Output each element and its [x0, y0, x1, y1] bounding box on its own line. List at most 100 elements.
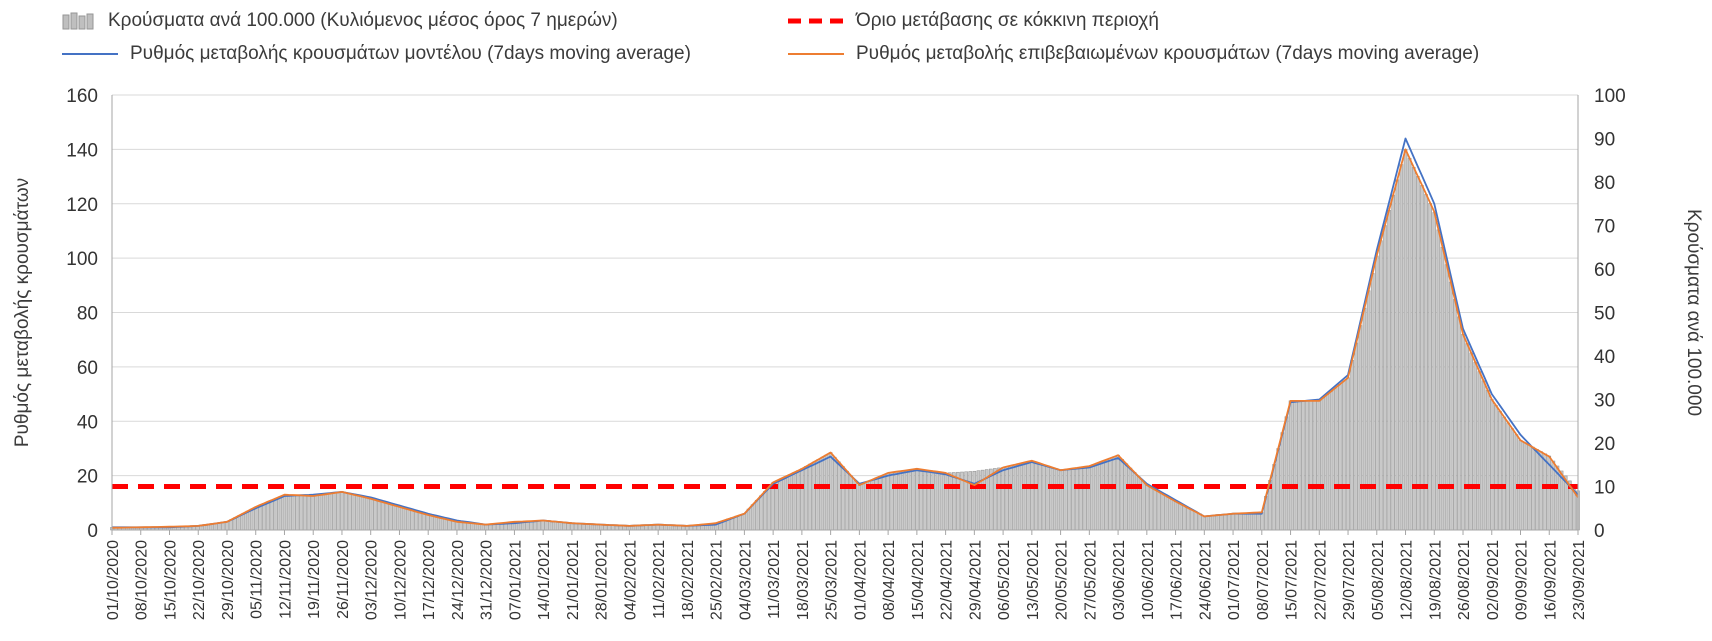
daily-case-bar: [430, 515, 435, 531]
daily-case-bar: [997, 467, 1001, 531]
daily-case-bar: [1075, 467, 1079, 531]
daily-case-bar: [241, 512, 246, 531]
right-axis-tick-label: 60: [1594, 260, 1615, 281]
daily-case-bar: [278, 496, 283, 531]
daily-case-bar: [315, 494, 320, 531]
daily-case-bar: [414, 511, 418, 531]
daily-case-bar: [422, 513, 426, 531]
x-axis-date-label: 15/07/2021: [1284, 540, 1301, 620]
daily-case-bar: [1403, 149, 1408, 531]
daily-case-bar: [286, 494, 291, 531]
daily-case-bar: [561, 521, 566, 531]
x-axis-date-label: 16/09/2021: [1542, 540, 1559, 620]
daily-case-bar: [1030, 460, 1034, 531]
daily-case-bar: [389, 504, 394, 531]
daily-case-bar: [1292, 400, 1297, 531]
daily-case-bar: [1116, 454, 1120, 531]
daily-case-bar: [348, 493, 352, 531]
daily-case-bar: [1227, 513, 1231, 531]
daily-case-bar: [1547, 455, 1552, 531]
daily-case-bar: [1190, 509, 1194, 531]
daily-case-bar: [1009, 465, 1014, 531]
daily-case-bar: [1124, 463, 1129, 531]
daily-case-bar: [1296, 400, 1301, 531]
daily-case-bar: [1272, 464, 1276, 531]
right-axis-tick-label: 20: [1594, 434, 1615, 455]
daily-case-bar: [1358, 325, 1363, 531]
daily-case-bar: [541, 520, 545, 531]
daily-case-bar: [1346, 377, 1350, 531]
x-axis-date-label: 12/11/2020: [277, 540, 294, 619]
daily-case-bar: [1173, 500, 1178, 531]
daily-case-bar: [1132, 472, 1137, 531]
daily-case-bar: [274, 497, 279, 531]
daily-case-bar: [1050, 467, 1055, 531]
daily-case-bar: [1260, 511, 1264, 531]
daily-case-bar: [1465, 343, 1469, 531]
left-axis-tick-label: 60: [77, 358, 98, 379]
right-axis-tick-label: 80: [1594, 173, 1615, 194]
daily-case-bar: [1181, 505, 1186, 531]
daily-case-bar: [902, 470, 907, 531]
daily-case-bar: [820, 456, 825, 531]
daily-case-bar: [393, 505, 398, 531]
daily-case-bar: [451, 520, 455, 531]
daily-case-bar: [1379, 240, 1383, 531]
daily-case-bar: [409, 510, 414, 531]
daily-case-bar: [972, 470, 977, 531]
daily-case-bar: [545, 520, 550, 531]
daily-case-bar: [1477, 371, 1482, 531]
daily-case-bar: [1021, 462, 1026, 531]
daily-case-bar: [1186, 507, 1190, 531]
daily-case-bar: [1481, 380, 1486, 531]
daily-case-bar: [1169, 498, 1174, 531]
daily-case-bar: [1502, 416, 1506, 531]
daily-case-bar: [385, 503, 389, 531]
daily-case-bar: [1017, 463, 1022, 531]
daily-case-bar: [1103, 459, 1108, 531]
x-axis-date-label: 18/02/2021: [680, 540, 697, 620]
left-axis-tick-label: 40: [77, 412, 98, 433]
daily-case-bar: [426, 514, 430, 531]
daily-case-bar: [368, 498, 373, 531]
x-axis-date-label: 06/05/2021: [996, 540, 1013, 620]
daily-case-bar: [1071, 467, 1075, 531]
threshold-line-swatch-icon: [788, 18, 844, 24]
daily-case-bar: [1498, 410, 1502, 531]
x-axis-date-label: 28/01/2021: [594, 540, 611, 620]
daily-case-bar: [1387, 209, 1391, 531]
daily-case-bar: [1025, 461, 1030, 531]
daily-case-bar: [1317, 400, 1322, 531]
daily-case-bar: [738, 514, 743, 531]
daily-case-bar: [1407, 158, 1412, 531]
daily-case-bar: [1194, 511, 1198, 531]
daily-case-bar: [1165, 496, 1170, 531]
daily-case-bar: [352, 494, 357, 531]
daily-case-bar: [1543, 453, 1547, 531]
x-axis-date-label: 04/03/2021: [737, 540, 754, 620]
daily-case-bar: [939, 472, 944, 531]
model-line-swatch-icon: [62, 53, 118, 55]
daily-case-bar: [323, 493, 328, 531]
daily-case-bar: [1005, 466, 1010, 531]
daily-case-bar: [459, 521, 463, 531]
daily-case-bar: [993, 468, 997, 531]
daily-case-bar: [258, 504, 262, 531]
daily-case-bar: [1231, 513, 1235, 531]
daily-case-bar: [1539, 451, 1543, 531]
daily-case-bar: [377, 500, 381, 531]
daily-case-bar: [1161, 494, 1166, 531]
daily-case-bar: [1395, 179, 1400, 531]
daily-case-bar: [1391, 194, 1396, 531]
daily-case-bar: [1054, 468, 1059, 531]
daily-case-bar: [1218, 514, 1223, 531]
x-axis-date-label: 31/12/2020: [479, 540, 496, 620]
daily-case-bar: [1366, 290, 1371, 531]
daily-case-bar: [800, 468, 804, 531]
right-axis-tick-label: 40: [1594, 347, 1615, 368]
x-axis-date-label: 01/07/2021: [1226, 540, 1243, 620]
daily-case-bar: [1333, 387, 1338, 531]
daily-case-bar: [1247, 512, 1252, 531]
daily-case-bar: [1444, 264, 1449, 531]
